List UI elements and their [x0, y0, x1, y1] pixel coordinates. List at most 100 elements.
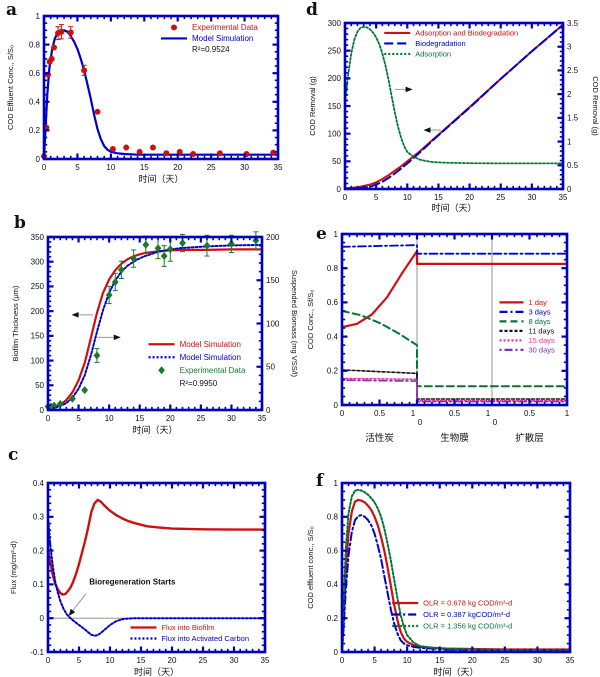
annotation-arrow-head — [113, 334, 121, 341]
legend-label: Flux into Biofilm — [161, 623, 214, 632]
series-1 — [46, 248, 264, 410]
x-tick-label: 5 — [75, 163, 80, 172]
legend-label: Biodegradation — [415, 39, 465, 48]
legend: Adsorption and BiodegradationBiodegradat… — [384, 29, 518, 59]
panel-b-label: b — [14, 213, 26, 233]
y-tick-label: 0.2 — [29, 126, 41, 135]
series-line — [341, 488, 571, 653]
x-tick-label: 15 — [434, 193, 443, 202]
data-point — [56, 399, 64, 408]
y-tick-label: 0 — [337, 185, 342, 194]
y-tick-label: 300 — [31, 258, 45, 267]
x-tick-label: 0 — [42, 163, 47, 172]
legend-sample — [171, 24, 177, 31]
x-tick-label: 25 — [196, 414, 205, 423]
x-tick-label: 25 — [500, 656, 509, 665]
x-segment-label: 生物膜 — [440, 432, 469, 444]
x-tick-label: 10 — [403, 656, 412, 665]
data-point — [203, 241, 211, 250]
panel-d-chart: 0 5 10 15 20 25 30 3505010015020025030000.511.5… — [308, 19, 600, 212]
series-2 — [344, 23, 564, 190]
y2-tick-label: 100 — [266, 319, 280, 328]
y-tick-label: 0 — [334, 401, 339, 410]
x-tick-label: 0 — [340, 409, 345, 418]
data-point — [81, 67, 88, 74]
legend-sample — [158, 366, 165, 375]
series-2 — [47, 515, 266, 637]
y-tick-label: 1 — [334, 230, 339, 239]
legend-label: Flux into Activated Carbon — [161, 634, 249, 643]
y-tick-label: 150 — [31, 332, 45, 341]
y-tick-label: 0.2 — [327, 614, 339, 623]
panel-e: e 0 0.5 1 0 0.5 1 0 0.5 1 0 0.2 0.4 0.6 0.8 1 COD Conc.… — [300, 212, 600, 450]
panel-f: f 0 5 10 15 20 25 30 35 0 0.2 0.4 0.6 0.8 1 时间（天） COD e… — [300, 445, 600, 677]
y2-tick-label: 0 — [567, 185, 572, 194]
y2-tick-label: 2.5 — [567, 66, 579, 75]
x-tick-label: 0 — [418, 418, 423, 427]
data-point — [252, 236, 260, 245]
legend: OLR = 0.678 kg COD/m³-d OLR = 0.387 kgCOD… — [392, 599, 512, 631]
panel-b-chart: 0 5 10 15 20 25 30 3505010015020025030035005010… — [11, 231, 299, 435]
y-tick-label: 0.8 — [327, 513, 339, 522]
legend-label: OLR = 0.387 kgCOD/m³-d — [423, 610, 510, 619]
series-3 — [44, 231, 260, 411]
x-tick-label: 10 — [105, 414, 114, 423]
series-line — [341, 377, 568, 402]
x-tick-label: 20 — [468, 656, 477, 665]
x-tick-label: 5 — [372, 656, 377, 665]
panel-c-label: c — [8, 445, 19, 465]
series-line — [344, 25, 564, 165]
y-tick-label: 250 — [328, 46, 342, 55]
y2-tick-label: 2 — [567, 90, 572, 99]
x-tick-label: 30 — [240, 163, 249, 172]
legend: Flux into Biofilm Flux into Activated Car… — [130, 623, 249, 643]
x-axis-title: 时间（天） — [433, 666, 478, 677]
x-tick-label: 5 — [374, 193, 379, 202]
y2-tick-label: 150 — [266, 276, 280, 285]
annotation-arrow-head — [68, 608, 76, 617]
legend-label: R²=0.9524 — [192, 45, 230, 54]
x-tick-label: 15 — [435, 656, 444, 665]
y-tick-label: 350 — [31, 233, 45, 242]
data-point — [176, 148, 183, 155]
data-point — [69, 394, 76, 403]
panel-d-label: d — [306, 0, 318, 20]
panel-f-label: f — [316, 471, 324, 491]
series-5 — [341, 377, 568, 402]
series-line — [341, 244, 568, 255]
x-tick-label: 1 — [565, 409, 570, 418]
data-point — [81, 386, 89, 395]
y-tick-label: 0.4 — [33, 479, 45, 488]
y2-tick-label: 1.5 — [567, 114, 579, 123]
y-axis-title: COD Conc., Sf/S₀ — [306, 290, 315, 350]
series-2 — [47, 243, 263, 410]
data-point — [58, 28, 65, 35]
data-point — [51, 44, 58, 51]
legend-label: R²=0.9950 — [180, 379, 218, 388]
x-tick-label: 10 — [403, 193, 412, 202]
y2-tick-label: 3.5 — [567, 19, 579, 28]
legend-label: OLR = 0.678 kg COD/m³-d — [423, 599, 512, 608]
y-tick-label: 100 — [31, 356, 45, 365]
legend-label: 11 days — [529, 327, 555, 336]
x-tick-label: 35 — [258, 414, 267, 423]
y-axis-title: Biofilm Thickness (μm) — [11, 285, 20, 361]
y2-tick-label: 200 — [266, 233, 280, 242]
x-tick-label: 1 — [486, 409, 491, 418]
y-tick-label: 150 — [328, 102, 342, 111]
legend: Experimental Data Model Simulation R²=0.95… — [161, 23, 258, 54]
series-4 — [341, 369, 568, 400]
x-tick-label: 20 — [168, 656, 177, 665]
legend-label: 3 days — [529, 308, 551, 317]
data-point — [109, 145, 116, 152]
data-point — [136, 148, 143, 155]
x-tick-label: 15 — [140, 163, 149, 172]
y-tick-label: 0.6 — [327, 298, 339, 307]
series-line — [46, 498, 267, 596]
x-tick-label: 1 — [411, 409, 416, 418]
y-tick-label: 100 — [328, 129, 342, 138]
x-tick-label: 15 — [137, 656, 146, 665]
series-2 — [341, 244, 568, 255]
x-tick-label: 5 — [77, 656, 82, 665]
panel-d: d 0 5 10 15 20 25 30 35 0 50 100 150 200 250 300 0 0.5 1 1… — [300, 0, 600, 212]
